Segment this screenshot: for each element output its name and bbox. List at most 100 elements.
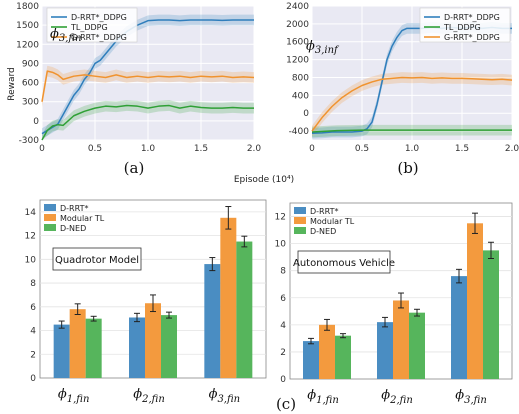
y-tick-label: -400 [289,127,310,137]
panel-a-series-lines [41,19,255,141]
panel-c-right-y-ticks: 0 2 4 6 8 10 12 [275,213,287,385]
panel-b-y-ticks: -400 0 400 800 1200 1600 2000 2400 [286,2,309,137]
panel-a-y-axis-label: Reward [7,67,17,101]
bar-bar_orange [220,217,237,378]
y-tick-label: 1800 [16,2,39,12]
category-label-main: ϕ [209,387,218,402]
y-tick-label: 1200 [286,56,309,66]
x-tick-label: 1.0 [141,144,156,154]
y-tick-label: 4 [30,327,36,337]
legend-entry: TL_DDPG [70,23,108,32]
x-tick-label: 2.0 [505,144,519,154]
y-tick-label: -300 [19,136,40,146]
x-tick-label: 0.5 [355,144,369,154]
series-band-blue [42,14,254,139]
legend-swatch [294,227,306,234]
y-tick-label: 4 [280,321,286,331]
category-label: ϕ3,fin [455,388,487,406]
series-band-green [312,124,512,138]
y-tick-label: 1500 [16,21,39,31]
bar-bar_green [161,315,177,378]
panel-c-left-x-ticks: ϕ1,fin ϕ2,fin ϕ3,fin [58,387,240,405]
legend-swatch [294,207,306,214]
panel-a-label: (a) [124,159,145,177]
y-tick-label: 8 [30,279,36,289]
y-tick-label: 14 [25,208,37,218]
quadrotor-label: Quadrotor Model [55,255,139,266]
panel-c-left-bars [53,206,253,378]
y-tick-label: 300 [22,98,39,108]
category-label-sub: 1,fin [316,395,339,406]
bar-bar_orange [145,303,161,378]
y-tick-label: 0 [280,375,286,385]
category-label: ϕ3,fin [209,387,241,405]
category-label: ϕ1,fin [58,387,90,405]
y-tick-label: 1600 [286,38,309,48]
series-line-green [41,104,254,141]
panel-c-left-y-ticks: 0 2 4 6 8 10 12 14 [25,208,37,384]
bar-bar_orange [69,309,86,378]
quadrotor-label-box [52,247,142,271]
series-line-orange [311,76,513,132]
legend-entry: G-RRT*_DDPG [71,33,127,42]
y-tick-label: 2 [280,348,286,358]
bar-bar_green [236,241,253,378]
category-label-sub: 3,fin [464,395,487,406]
y-tick-label: 6 [280,294,286,304]
category-label-sub: 2,fin [389,395,413,406]
legend-entry: D-RRT*_DDPG [444,13,500,22]
bar-bar_green [85,318,102,378]
legend-swatch [44,204,56,211]
panel-c-right-bars [303,212,499,379]
vehicle-label-box [297,250,391,274]
x-tick-label: 1.0 [405,144,420,154]
bar-bar_orange [393,300,409,379]
y-tick-label: 400 [292,91,309,101]
y-tick-label: 2400 [286,2,309,12]
y-tick-label: 0 [303,109,309,119]
legend-entry: Modular TL [310,217,355,226]
legend-swatch [44,214,56,221]
series-line-blue [41,19,254,135]
legend-entry: G-RRT*_DDPG [444,33,500,42]
y-tick-label: 1200 [16,40,39,50]
legend-entry: D-NED [60,224,86,233]
bar-bar_blue [451,276,467,379]
series-line-green [311,129,512,133]
x-axis-label: Episode (10⁴) [234,175,294,185]
panel-b-reward-plot: -400 0 400 800 1200 1600 2000 2400 0 0.5 1.0 1.5 2.… [234,2,519,185]
panel-a-grid [41,5,255,141]
vehicle-label: Autonomous Vehicle [293,258,395,269]
legend-swatch [44,224,56,231]
category-label-main: ϕ [133,387,142,402]
legend-entry: Modular TL [60,214,105,223]
series-band-green [42,100,254,140]
legend-swatch [294,217,306,224]
y-tick-label: 6 [30,303,36,313]
x-tick-label: 1.5 [455,144,469,154]
series-band-blue [312,21,512,139]
y-tick-label: 10 [25,255,37,265]
panel-b-annotation: ϕ3,inf [306,39,340,56]
series-line-orange [41,70,255,102]
legend-entry: TL_DDPG [443,23,481,32]
bar-bar_blue [204,264,221,378]
category-label-main: ϕ [58,387,67,402]
x-tick-label: 0.5 [88,144,102,154]
bar-bar_green [409,312,425,379]
category-label-main: ϕ [455,388,464,403]
legend-entry: D-RRT*_DDPG [71,13,127,22]
panel-a-annotation: ϕ3,fin [50,27,82,44]
bar-bar_blue [53,324,70,378]
bar-bar_blue [377,322,393,379]
panel-b-x-ticks: 0 0.5 1.0 1.5 2.0 [309,144,519,154]
y-tick-label: 10 [275,240,287,250]
bar-bar_blue [129,317,145,378]
x-tick-label: 2.0 [247,144,262,154]
legend-entry: D-RRT* [60,204,88,213]
